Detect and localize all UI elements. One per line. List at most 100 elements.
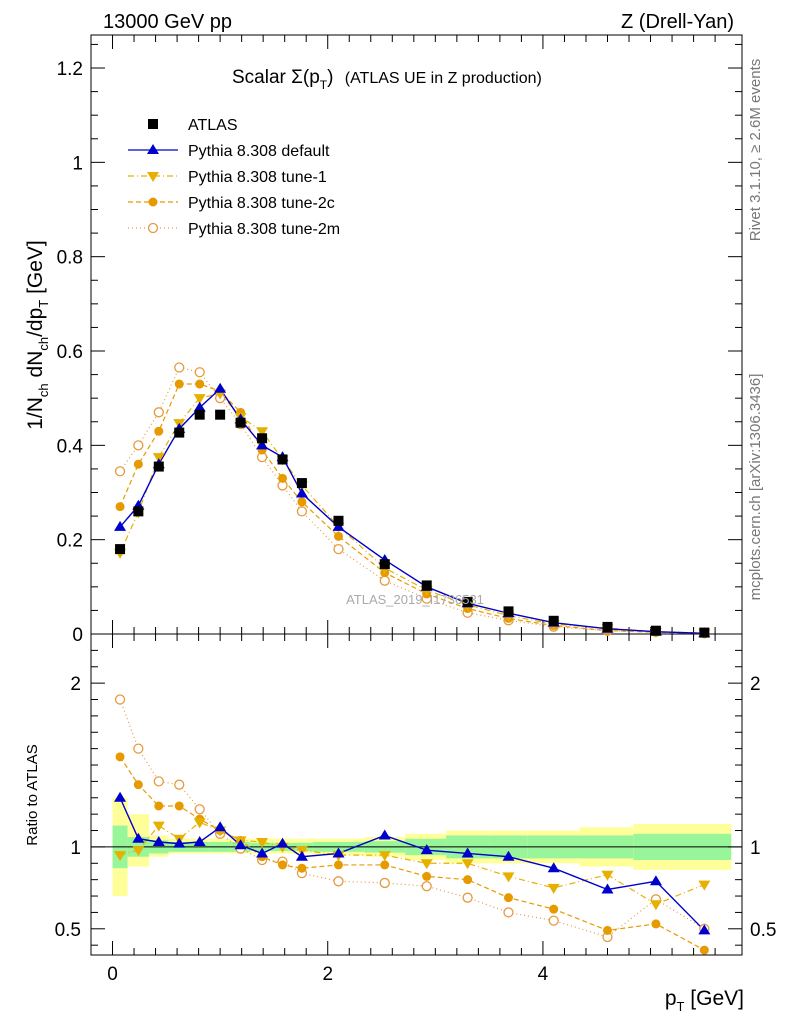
main-point-tune2c — [115, 502, 125, 512]
ratio-ytick-label-left: 1 — [70, 838, 81, 859]
mcplots-label: mcplots.cern.ch [arXiv:1306.3436] — [747, 374, 764, 601]
main-ytick-label: 0.4 — [57, 436, 84, 457]
plot-title: Scalar Σ(pT) (ATLAS UE in Z production) — [232, 67, 542, 92]
main-point-default — [295, 487, 308, 498]
main-point-tune2c — [297, 497, 307, 507]
header-right: Z (Drell-Yan) — [621, 11, 734, 33]
title-sigma: Σ(p — [291, 67, 320, 88]
ratio-point-tune2m — [333, 876, 344, 887]
main-point-atlas — [379, 559, 390, 570]
ratio-point-default — [601, 883, 614, 894]
main-point-tune2m — [174, 362, 185, 373]
ratio-point-tune1 — [502, 872, 515, 883]
main-point-tune2m — [153, 407, 164, 418]
legend-marker-default — [147, 144, 159, 154]
main-ytick-label: 1.2 — [57, 59, 83, 80]
ratio-ytick-label-right: 1 — [750, 838, 761, 859]
ratio-point-default — [461, 847, 474, 858]
ratio-point-tune2m — [379, 877, 390, 889]
ratio-point-default — [420, 844, 433, 855]
main-point-atlas — [174, 427, 185, 438]
main-point-tune2m — [114, 466, 126, 477]
main-point-tune2m — [194, 367, 205, 378]
ratio-panel-frame — [90, 633, 743, 956]
ratio-ytick-label-left: 0.5 — [55, 920, 81, 941]
xlabel: pT [GeV] — [665, 987, 744, 1014]
title-close: ) — [327, 67, 333, 88]
main-point-atlas — [699, 627, 710, 638]
ratio-point-tune2c — [380, 860, 390, 870]
main-point-atlas — [133, 506, 144, 517]
ratio-point-tune1 — [420, 859, 433, 870]
main-point-tune2m — [333, 543, 344, 555]
title-sub: T — [320, 78, 328, 92]
main-point-atlas — [115, 544, 126, 555]
ratio-point-tune2c — [297, 863, 307, 873]
ratio-ytick-label-left: 2 — [70, 674, 81, 695]
main-point-atlas — [650, 625, 661, 636]
main-point-default — [193, 401, 206, 412]
ratio-point-tune2c — [174, 801, 184, 811]
main-point-atlas — [235, 417, 246, 428]
ratio-point-tune2c — [278, 860, 288, 870]
ratio-point-tune2m — [421, 881, 432, 892]
main-point-tune2c — [174, 379, 184, 389]
xtick-label: 4 — [538, 964, 549, 985]
main-ytick-label: 1 — [72, 153, 83, 174]
ratio-ytick-label-right: 2 — [750, 674, 761, 695]
main-point-tune2c — [154, 426, 164, 436]
main-point-atlas — [462, 596, 473, 607]
legend-marker-tune1 — [147, 172, 159, 182]
ratio-point-tune2m — [153, 776, 164, 787]
ratio-point-default — [132, 832, 145, 843]
ratio-point-tune2c — [463, 875, 473, 885]
main-point-default — [256, 439, 269, 450]
ratio-point-tune2c — [333, 860, 343, 870]
ratio-point-default — [214, 821, 227, 832]
main-point-atlas — [215, 409, 226, 420]
main-ytick-label: 0 — [72, 625, 83, 646]
xtick-label: 2 — [322, 964, 333, 985]
ratio-point-tune1 — [547, 883, 560, 894]
main-point-atlas — [277, 454, 288, 465]
main-point-tune1 — [193, 394, 206, 405]
ratio-series — [114, 694, 711, 955]
ratio-point-tune2m — [194, 804, 205, 815]
main-point-atlas — [333, 515, 344, 526]
ratio-point-tune1 — [132, 846, 145, 857]
main-point-tune2m — [133, 440, 144, 451]
main-point-tune2m — [379, 575, 390, 586]
ratio-point-tune2c — [115, 752, 125, 762]
ratio-point-default — [276, 837, 289, 848]
main-point-default — [214, 382, 227, 393]
analysis-watermark: ATLAS_2019_I1736531 — [346, 592, 484, 607]
main-point-atlas — [421, 580, 432, 591]
main-ytick-label: 0.2 — [57, 531, 83, 552]
ratio-point-tune1 — [193, 818, 206, 829]
main-point-tune1 — [256, 427, 269, 438]
main-point-default — [114, 520, 127, 531]
ratio-point-tune1 — [256, 837, 269, 848]
main-point-atlas — [153, 461, 164, 472]
ratio-point-default — [547, 862, 560, 873]
ratio-point-tune2m — [548, 915, 559, 926]
main-point-tune2c — [278, 473, 288, 483]
ratio-point-default — [698, 924, 711, 935]
ratio-point-default — [502, 850, 515, 861]
main-point-tune2c — [133, 459, 143, 469]
ratio-point-tune2m — [462, 892, 473, 903]
main-ytick-label: 0.8 — [57, 248, 83, 269]
main-point-tune2c — [195, 379, 205, 389]
main-point-atlas — [503, 606, 514, 617]
main-ylabel: 1/Nch dNch/dpT [GeV] — [24, 240, 51, 430]
ratio-point-tune2c — [651, 919, 661, 929]
ratio-point-default — [152, 835, 165, 846]
header-left: 13000 GeV pp — [103, 11, 232, 33]
ratio-point-tune1 — [152, 821, 165, 832]
legend-marker-tune2m — [147, 222, 159, 234]
ratio-point-tune2m — [174, 779, 185, 790]
main-point-atlas — [548, 615, 559, 626]
main-ytick-label: 0.6 — [57, 342, 83, 363]
legend-label-tune2c: Pythia 8.308 tune-2c — [188, 195, 335, 212]
